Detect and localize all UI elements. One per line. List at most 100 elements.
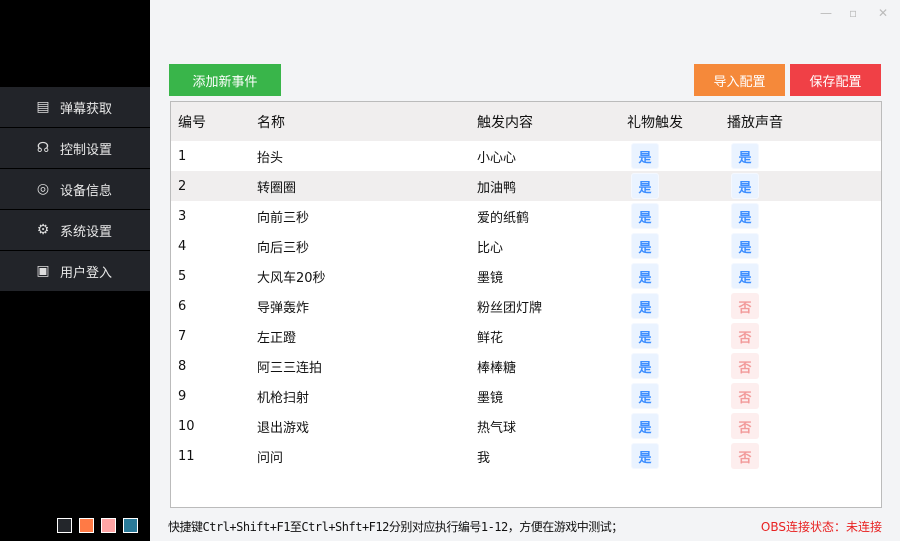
control-icon: ☊ [36, 140, 50, 156]
gift-trigger-badge[interactable]: 是 [631, 383, 659, 409]
trigger-cell: 加油鸭 [477, 180, 517, 196]
table-row[interactable]: 9 机枪扫射 墨镜 是 否 [171, 381, 881, 411]
import-config-button[interactable]: 导入配置 [694, 64, 785, 96]
gift-trigger-badge[interactable]: 是 [631, 323, 659, 349]
gift-trigger-badge[interactable]: 是 [631, 353, 659, 379]
name-cell: 抬头 [257, 150, 284, 166]
trigger-cell: 棒棒糖 [477, 360, 517, 376]
table-row[interactable]: 3 向前三秒 爱的纸鹤 是 是 [171, 201, 881, 231]
sidebar-item-label: 设备信息 [60, 183, 113, 199]
table-row[interactable]: 7 左正蹬 鲜花 是 否 [171, 321, 881, 351]
table-row[interactable]: 6 导弹轰炸 粉丝团灯牌 是 否 [171, 291, 881, 321]
id-cell: 4 [178, 238, 187, 254]
table-row[interactable]: 1 抬头 小心心 是 是 [171, 141, 881, 171]
name-cell: 退出游戏 [257, 420, 310, 436]
minimize-button[interactable]: — [820, 6, 832, 20]
sidebar-item-1[interactable]: ☊ 控制设置 [0, 128, 150, 168]
close-button[interactable]: ✕ [878, 6, 889, 20]
id-cell: 3 [178, 208, 187, 224]
table-row[interactable]: 5 大风车20秒 墨镜 是 是 [171, 261, 881, 291]
name-cell: 大风车20秒 [257, 270, 326, 286]
play-sound-badge[interactable]: 是 [731, 233, 759, 259]
name-cell: 机枪扫射 [257, 390, 310, 406]
obs-status: OBS连接状态：未连接 [760, 520, 882, 534]
play-sound-badge[interactable]: 是 [731, 173, 759, 199]
column-header: 播放声音 [727, 114, 783, 131]
play-sound-badge[interactable]: 是 [731, 143, 759, 169]
id-cell: 8 [178, 358, 187, 374]
play-sound-badge[interactable]: 是 [731, 263, 759, 289]
device-icon: ◎ [36, 181, 50, 197]
sidebar-item-label: 控制设置 [60, 142, 113, 158]
sidebar-item-label: 系统设置 [60, 224, 113, 240]
play-sound-badge[interactable]: 是 [731, 203, 759, 229]
column-header: 触发内容 [477, 114, 533, 131]
column-header: 编号 [178, 114, 206, 131]
id-cell: 11 [178, 448, 195, 464]
sidebar-item-4[interactable]: ▣ 用户登入 [0, 251, 150, 291]
table-row[interactable]: 4 向后三秒 比心 是 是 [171, 231, 881, 261]
trigger-cell: 我 [477, 450, 491, 466]
shortcut-hint: 快捷键Ctrl+Shift+F1至Ctrl+Shft+F12分别对应执行编号1-… [168, 520, 623, 534]
theme-swatch[interactable] [101, 518, 116, 533]
play-sound-badge[interactable]: 否 [731, 383, 759, 409]
user-card-icon: ▣ [36, 263, 50, 279]
name-cell: 转圈圈 [257, 180, 297, 196]
id-cell: 10 [178, 418, 195, 434]
trigger-cell: 比心 [477, 240, 504, 256]
column-header: 名称 [257, 114, 285, 131]
name-cell: 向后三秒 [257, 240, 310, 256]
name-cell: 左正蹬 [257, 330, 297, 346]
sidebar: ▤ 弹幕获取 ☊ 控制设置 ◎ 设备信息 ⚙ 系统设置 ▣ 用户登入 [0, 0, 150, 541]
gift-trigger-badge[interactable]: 是 [631, 233, 659, 259]
trigger-cell: 墨镜 [477, 270, 504, 286]
maximize-button[interactable]: ▫ [849, 6, 858, 20]
name-cell: 阿三三连拍 [257, 360, 323, 376]
gift-trigger-badge[interactable]: 是 [631, 143, 659, 169]
id-cell: 5 [178, 268, 187, 284]
play-sound-badge[interactable]: 否 [731, 443, 759, 469]
table-row[interactable]: 11 问问 我 是 否 [171, 441, 881, 471]
trigger-cell: 粉丝团灯牌 [477, 300, 543, 316]
play-sound-badge[interactable]: 否 [731, 323, 759, 349]
add-event-button[interactable]: 添加新事件 [169, 64, 281, 96]
trigger-cell: 小心心 [477, 150, 517, 166]
sidebar-item-3[interactable]: ⚙ 系统设置 [0, 210, 150, 250]
gift-trigger-badge[interactable]: 是 [631, 203, 659, 229]
trigger-cell: 墨镜 [477, 390, 504, 406]
sidebar-item-label: 弹幕获取 [60, 101, 113, 117]
gift-trigger-badge[interactable]: 是 [631, 443, 659, 469]
gift-trigger-badge[interactable]: 是 [631, 293, 659, 319]
name-cell: 问问 [257, 450, 284, 466]
sidebar-item-2[interactable]: ◎ 设备信息 [0, 169, 150, 209]
id-cell: 9 [178, 388, 187, 404]
gear-icon: ⚙ [36, 222, 50, 238]
id-cell: 2 [178, 178, 187, 194]
sidebar-item-label: 用户登入 [60, 265, 113, 281]
play-sound-badge[interactable]: 否 [731, 353, 759, 379]
id-cell: 1 [178, 148, 187, 164]
gift-trigger-badge[interactable]: 是 [631, 413, 659, 439]
save-config-button[interactable]: 保存配置 [790, 64, 881, 96]
sidebar-item-0[interactable]: ▤ 弹幕获取 [0, 87, 150, 127]
id-cell: 6 [178, 298, 187, 314]
name-cell: 导弹轰炸 [257, 300, 310, 316]
play-sound-badge[interactable]: 否 [731, 293, 759, 319]
column-header: 礼物触发 [627, 114, 683, 131]
barrage-icon: ▤ [36, 99, 50, 115]
theme-swatch[interactable] [79, 518, 94, 533]
theme-swatch[interactable] [57, 518, 72, 533]
trigger-cell: 热气球 [477, 420, 517, 436]
theme-swatch[interactable] [123, 518, 138, 533]
table-header: 编号 名称 触发内容 礼物触发 播放声音 [171, 102, 881, 141]
id-cell: 7 [178, 328, 187, 344]
trigger-cell: 爱的纸鹤 [477, 210, 530, 226]
table-row[interactable]: 10 退出游戏 热气球 是 否 [171, 411, 881, 441]
table-row[interactable]: 8 阿三三连拍 棒棒糖 是 否 [171, 351, 881, 381]
trigger-cell: 鲜花 [477, 330, 504, 346]
table-row[interactable]: 2 转圈圈 加油鸭 是 是 [171, 171, 881, 201]
play-sound-badge[interactable]: 否 [731, 413, 759, 439]
gift-trigger-badge[interactable]: 是 [631, 173, 659, 199]
events-table: 编号 名称 触发内容 礼物触发 播放声音 1 抬头 小心心是是 2 转圈圈 加油鸭是是 3 向前三秒爱… [170, 101, 882, 508]
gift-trigger-badge[interactable]: 是 [631, 263, 659, 289]
